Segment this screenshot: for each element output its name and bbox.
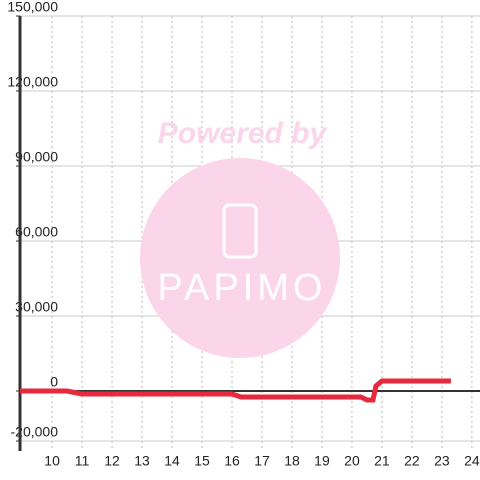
- x-tick-label: 14: [164, 453, 180, 469]
- x-tick-label: 23: [434, 453, 450, 469]
- y-tick-label: 120,000: [7, 74, 58, 90]
- x-tick-label: 10: [44, 453, 60, 469]
- x-tick-label: 15: [194, 453, 210, 469]
- x-tick-label: 21: [374, 453, 390, 469]
- y-tick-label: 90,000: [15, 149, 58, 165]
- x-tick-label: 20: [344, 453, 360, 469]
- y-tick-label: 0: [50, 374, 58, 390]
- y-tick-label: 30,000: [15, 299, 58, 315]
- x-tick-label: 11: [75, 453, 90, 469]
- watermark-phone: [222, 203, 258, 259]
- x-tick-label: 16: [224, 453, 240, 469]
- x-tick-label: 24: [464, 453, 480, 469]
- y-tick-label: -20,000: [11, 424, 59, 440]
- x-tick-label: 17: [254, 453, 270, 469]
- line: [20, 378, 451, 403]
- watermark-logo: PAPIMO: [158, 267, 327, 309]
- x-tick-label: 18: [284, 453, 300, 469]
- watermark-text: Powered by: [158, 117, 328, 150]
- y-tick-label: 60,000: [15, 224, 58, 240]
- x-tick-label: 13: [134, 453, 150, 469]
- y-tick-label: 150,000: [7, 0, 58, 15]
- x-tick-label: 22: [404, 453, 420, 469]
- x-tick-label: 19: [314, 453, 330, 469]
- x-tick-label: 12: [104, 453, 120, 469]
